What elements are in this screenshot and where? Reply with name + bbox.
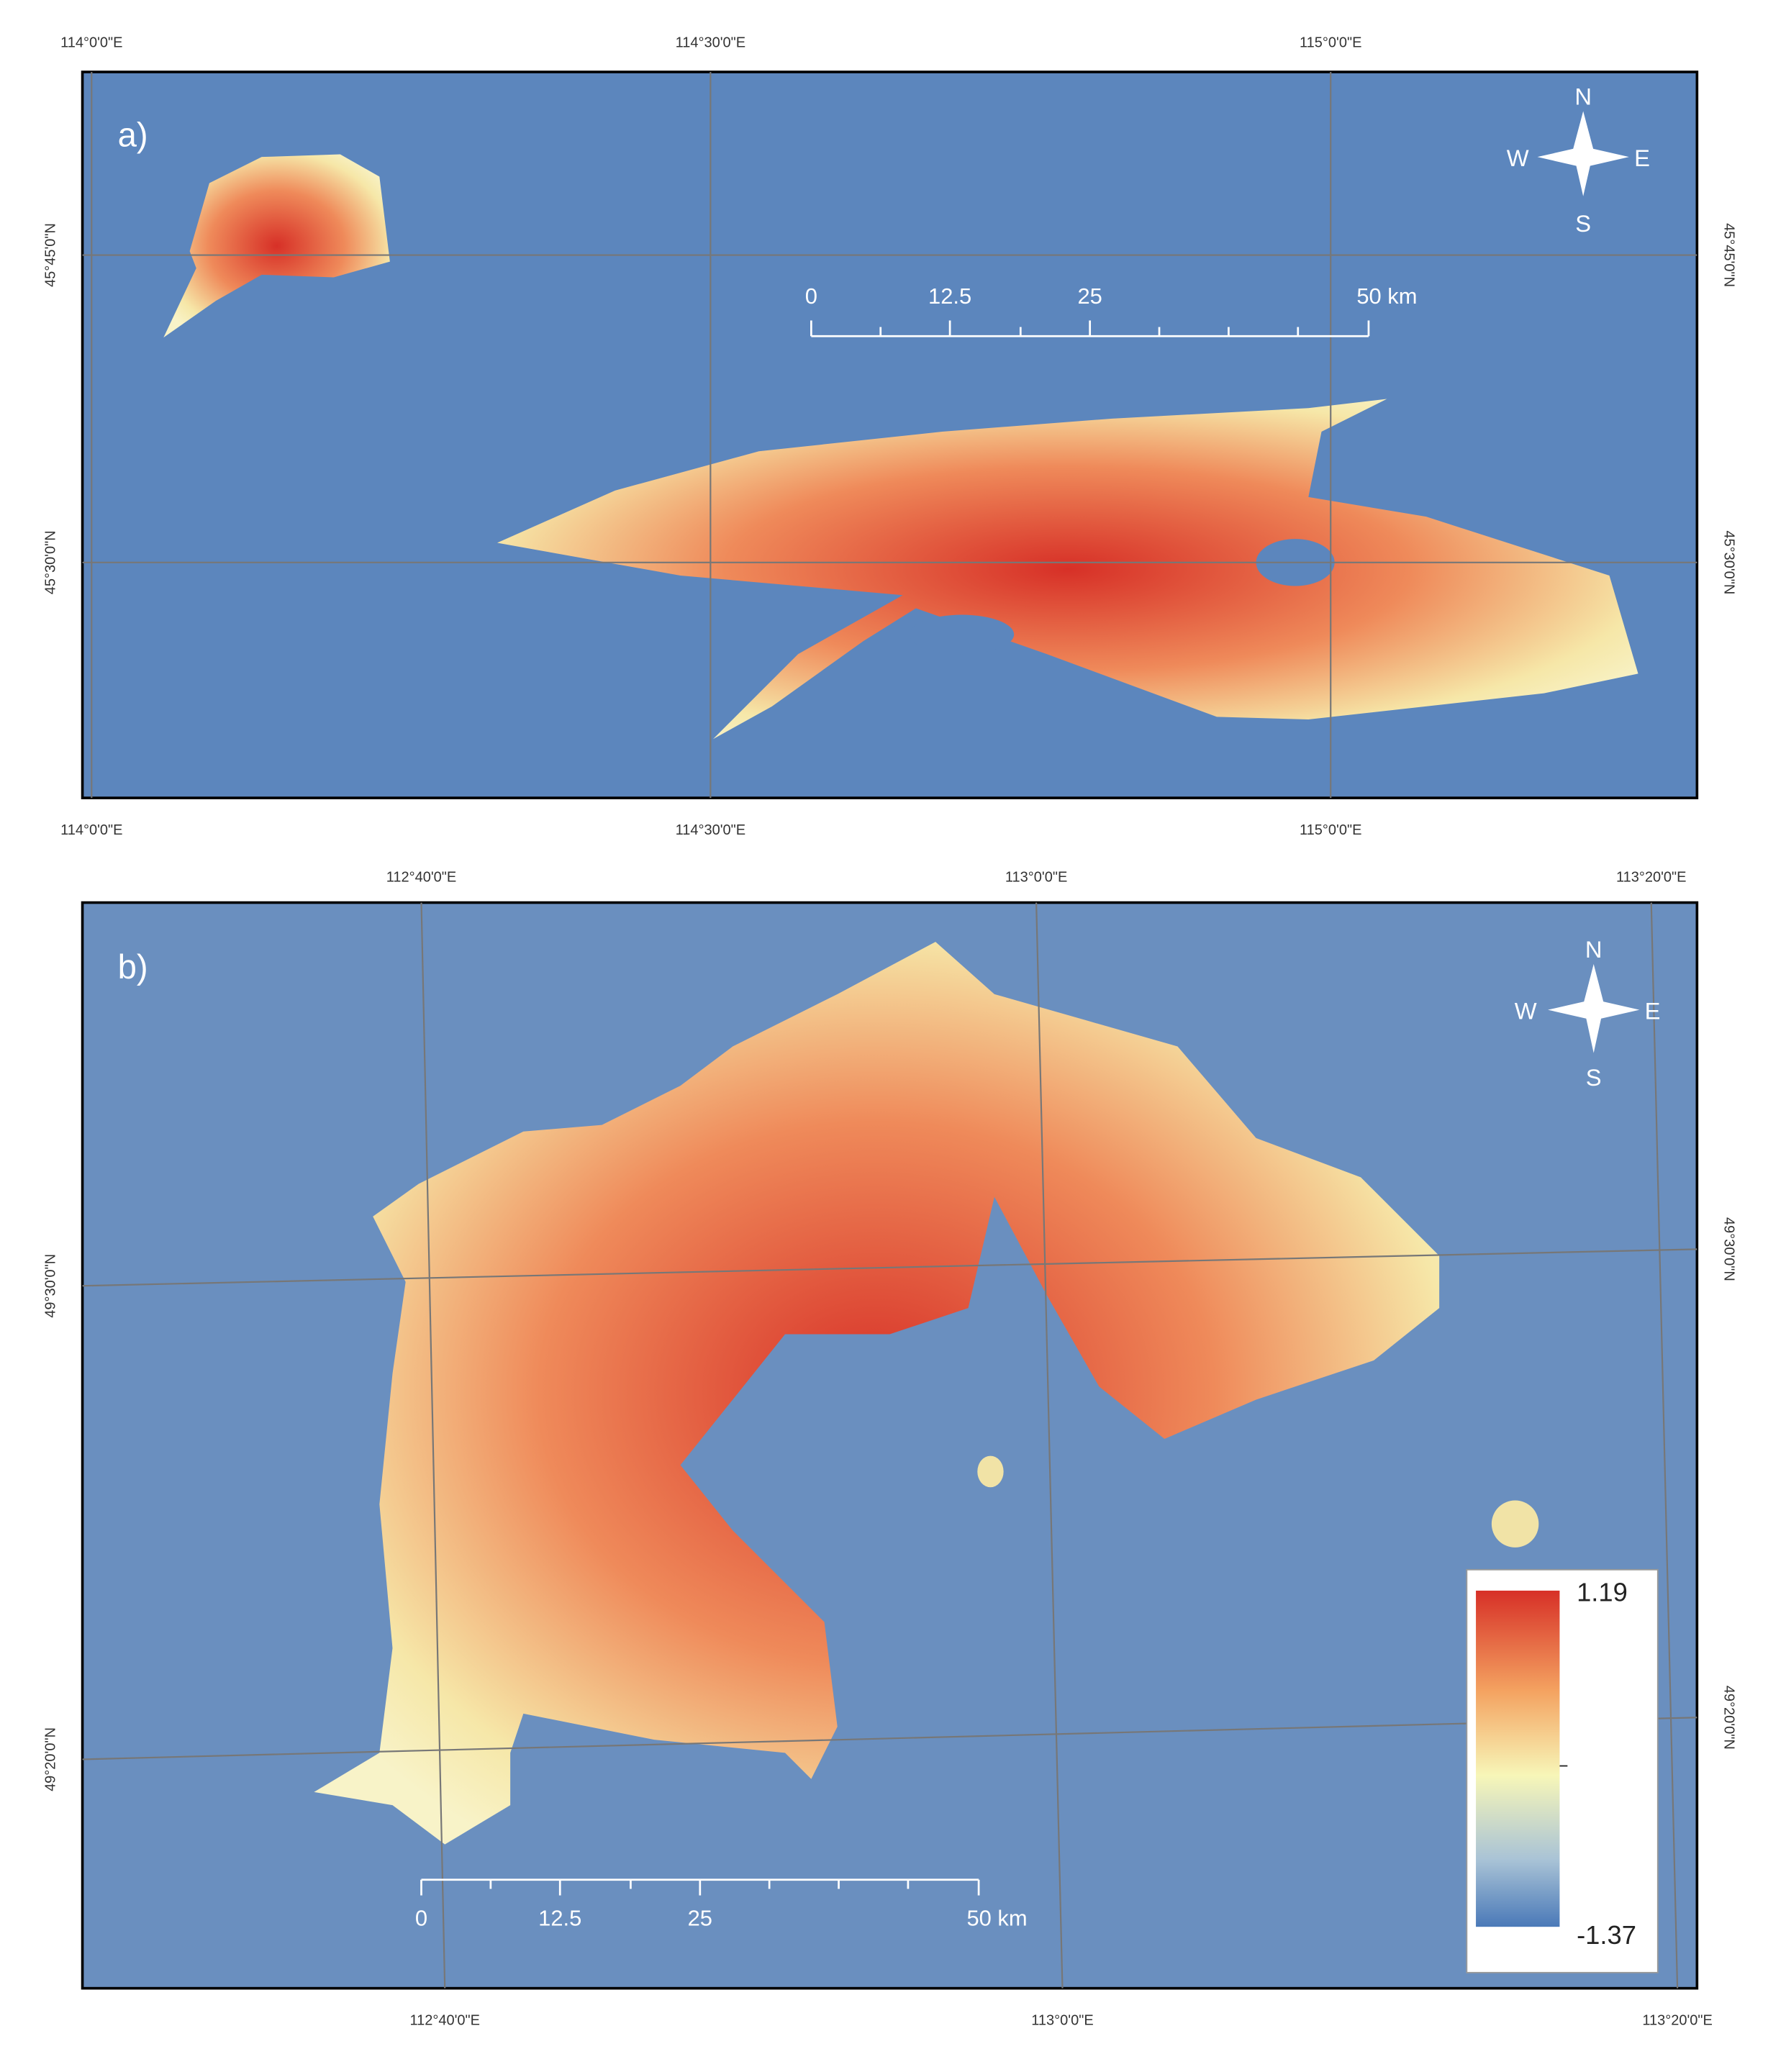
panel-label: a) xyxy=(118,117,148,155)
tick-label: 113°0'0"E xyxy=(1031,2013,1093,2029)
tick-label: 45°45'0"N xyxy=(42,223,58,287)
scale-bar xyxy=(420,1878,980,1896)
compass-label: W xyxy=(1507,145,1529,171)
tick-label: 112°40'0"E xyxy=(409,2013,480,2029)
tick-label: 49°30'0"N xyxy=(42,1254,58,1318)
scale-label: 0 xyxy=(415,1905,427,1930)
burn-area xyxy=(977,1455,1004,1488)
panel-label: b) xyxy=(118,948,148,986)
tick-label: 114°0'0"E xyxy=(60,822,122,838)
compass-label: S xyxy=(1586,1064,1602,1091)
panel-a: 114°0'0"E 114°30'0"E 115°0'0"E 114°0'0"E… xyxy=(42,35,1736,838)
compass: N E S W xyxy=(1507,83,1650,236)
compass-label: E xyxy=(1645,997,1661,1024)
burn-area xyxy=(163,154,390,338)
tick-label: 114°30'0"E xyxy=(676,35,746,50)
tick-label: 114°30'0"E xyxy=(676,822,746,838)
scale-label: 25 xyxy=(688,1905,712,1930)
compass-label: E xyxy=(1634,145,1650,171)
tick-label: 49°20'0"N xyxy=(42,1727,58,1791)
legend-min: -1.37 xyxy=(1577,1920,1636,1950)
compass-label: N xyxy=(1585,936,1603,963)
legend: 1.19 -1.37 xyxy=(1466,1568,1659,1973)
tick-label: 45°45'0"N xyxy=(1721,223,1737,287)
scale-bar xyxy=(810,320,1370,337)
tick-label: 45°30'0"N xyxy=(1721,530,1737,594)
compass-label: N xyxy=(1574,83,1592,109)
burn-area xyxy=(1491,1500,1539,1548)
compass-label: W xyxy=(1515,997,1537,1024)
scale-label: 50 km xyxy=(1356,283,1417,309)
scale-label: 0 xyxy=(805,283,817,309)
tick-label: 112°40'0"E xyxy=(386,869,457,885)
tick-label: 49°30'0"N xyxy=(1721,1217,1737,1281)
graticule xyxy=(82,72,1697,799)
unburned-patch xyxy=(909,614,1015,655)
compass: N E S W xyxy=(1515,936,1661,1091)
color-ramp xyxy=(1476,1590,1560,1927)
burn-area xyxy=(314,942,1440,1845)
tick-label: 49°20'0"N xyxy=(1721,1686,1737,1750)
tick-label: 45°30'0"N xyxy=(42,530,58,594)
tick-label: 113°0'0"E xyxy=(1005,869,1067,885)
tick-label: 113°20'0"E xyxy=(1642,2013,1713,2029)
scale-label: 25 xyxy=(1077,283,1102,309)
tick-label: 113°20'0"E xyxy=(1616,869,1687,885)
legend-max: 1.19 xyxy=(1577,1577,1628,1607)
tick-label: 115°0'0"E xyxy=(1300,35,1361,50)
panel-b: 112°40'0"E 113°0'0"E 113°20'0"E 112°40'0… xyxy=(42,869,1736,2028)
scale-label: 50 km xyxy=(966,1905,1027,1930)
tick-label: 115°0'0"E xyxy=(1300,822,1361,838)
tick-label: 114°0'0"E xyxy=(60,35,122,50)
scale-label: 12.5 xyxy=(538,1905,581,1930)
compass-label: S xyxy=(1575,210,1591,237)
scale-label: 12.5 xyxy=(928,283,971,309)
graticule xyxy=(82,902,1697,1989)
burn-area xyxy=(497,399,1638,740)
